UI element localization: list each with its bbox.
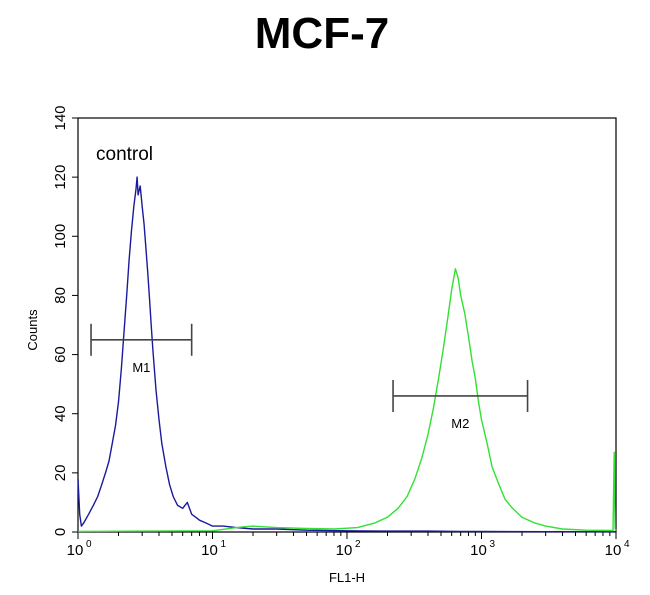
- x-axis-label: FL1-H: [329, 570, 365, 585]
- y-tick-label: 20: [52, 465, 69, 482]
- series-line-2: [77, 268, 617, 533]
- x-axis: 10 0 10 1 10 2 10 3 10 4: [67, 532, 630, 559]
- marker-layer: M1 M2: [90, 323, 529, 431]
- series-line-1: [77, 176, 616, 533]
- plot-frame: [77, 117, 617, 533]
- x-tick-label: 10: [201, 542, 218, 559]
- y-tick-label: 0: [52, 528, 69, 536]
- x-tick-label: 10: [336, 542, 353, 559]
- y-tick-label: 80: [52, 287, 69, 304]
- x-tick-label: 10: [605, 542, 622, 559]
- control-annotation: control: [96, 144, 153, 165]
- marker-label: M1: [132, 360, 150, 375]
- x-tick-exponent: 3: [490, 539, 496, 550]
- x-tick-exponent: 4: [624, 539, 630, 550]
- x-tick-label: 10: [67, 542, 84, 559]
- x-tick-exponent: 1: [221, 539, 227, 550]
- y-tick-label: 60: [52, 346, 69, 363]
- series-layer: [77, 176, 617, 533]
- y-tick-label: 40: [52, 405, 69, 422]
- y-axis: 0 20 40 60 80 100 120 140: [52, 105, 78, 536]
- y-tick-label: 120: [52, 165, 69, 190]
- x-tick-exponent: 0: [86, 539, 92, 550]
- y-tick-label: 140: [52, 105, 69, 130]
- marker-label: M2: [451, 416, 469, 431]
- y-axis-label: Counts: [25, 309, 40, 351]
- x-tick-exponent: 2: [355, 539, 361, 550]
- chart-title: MCF-7: [255, 9, 389, 58]
- x-tick-label: 10: [470, 542, 487, 559]
- y-tick-label: 100: [52, 224, 69, 249]
